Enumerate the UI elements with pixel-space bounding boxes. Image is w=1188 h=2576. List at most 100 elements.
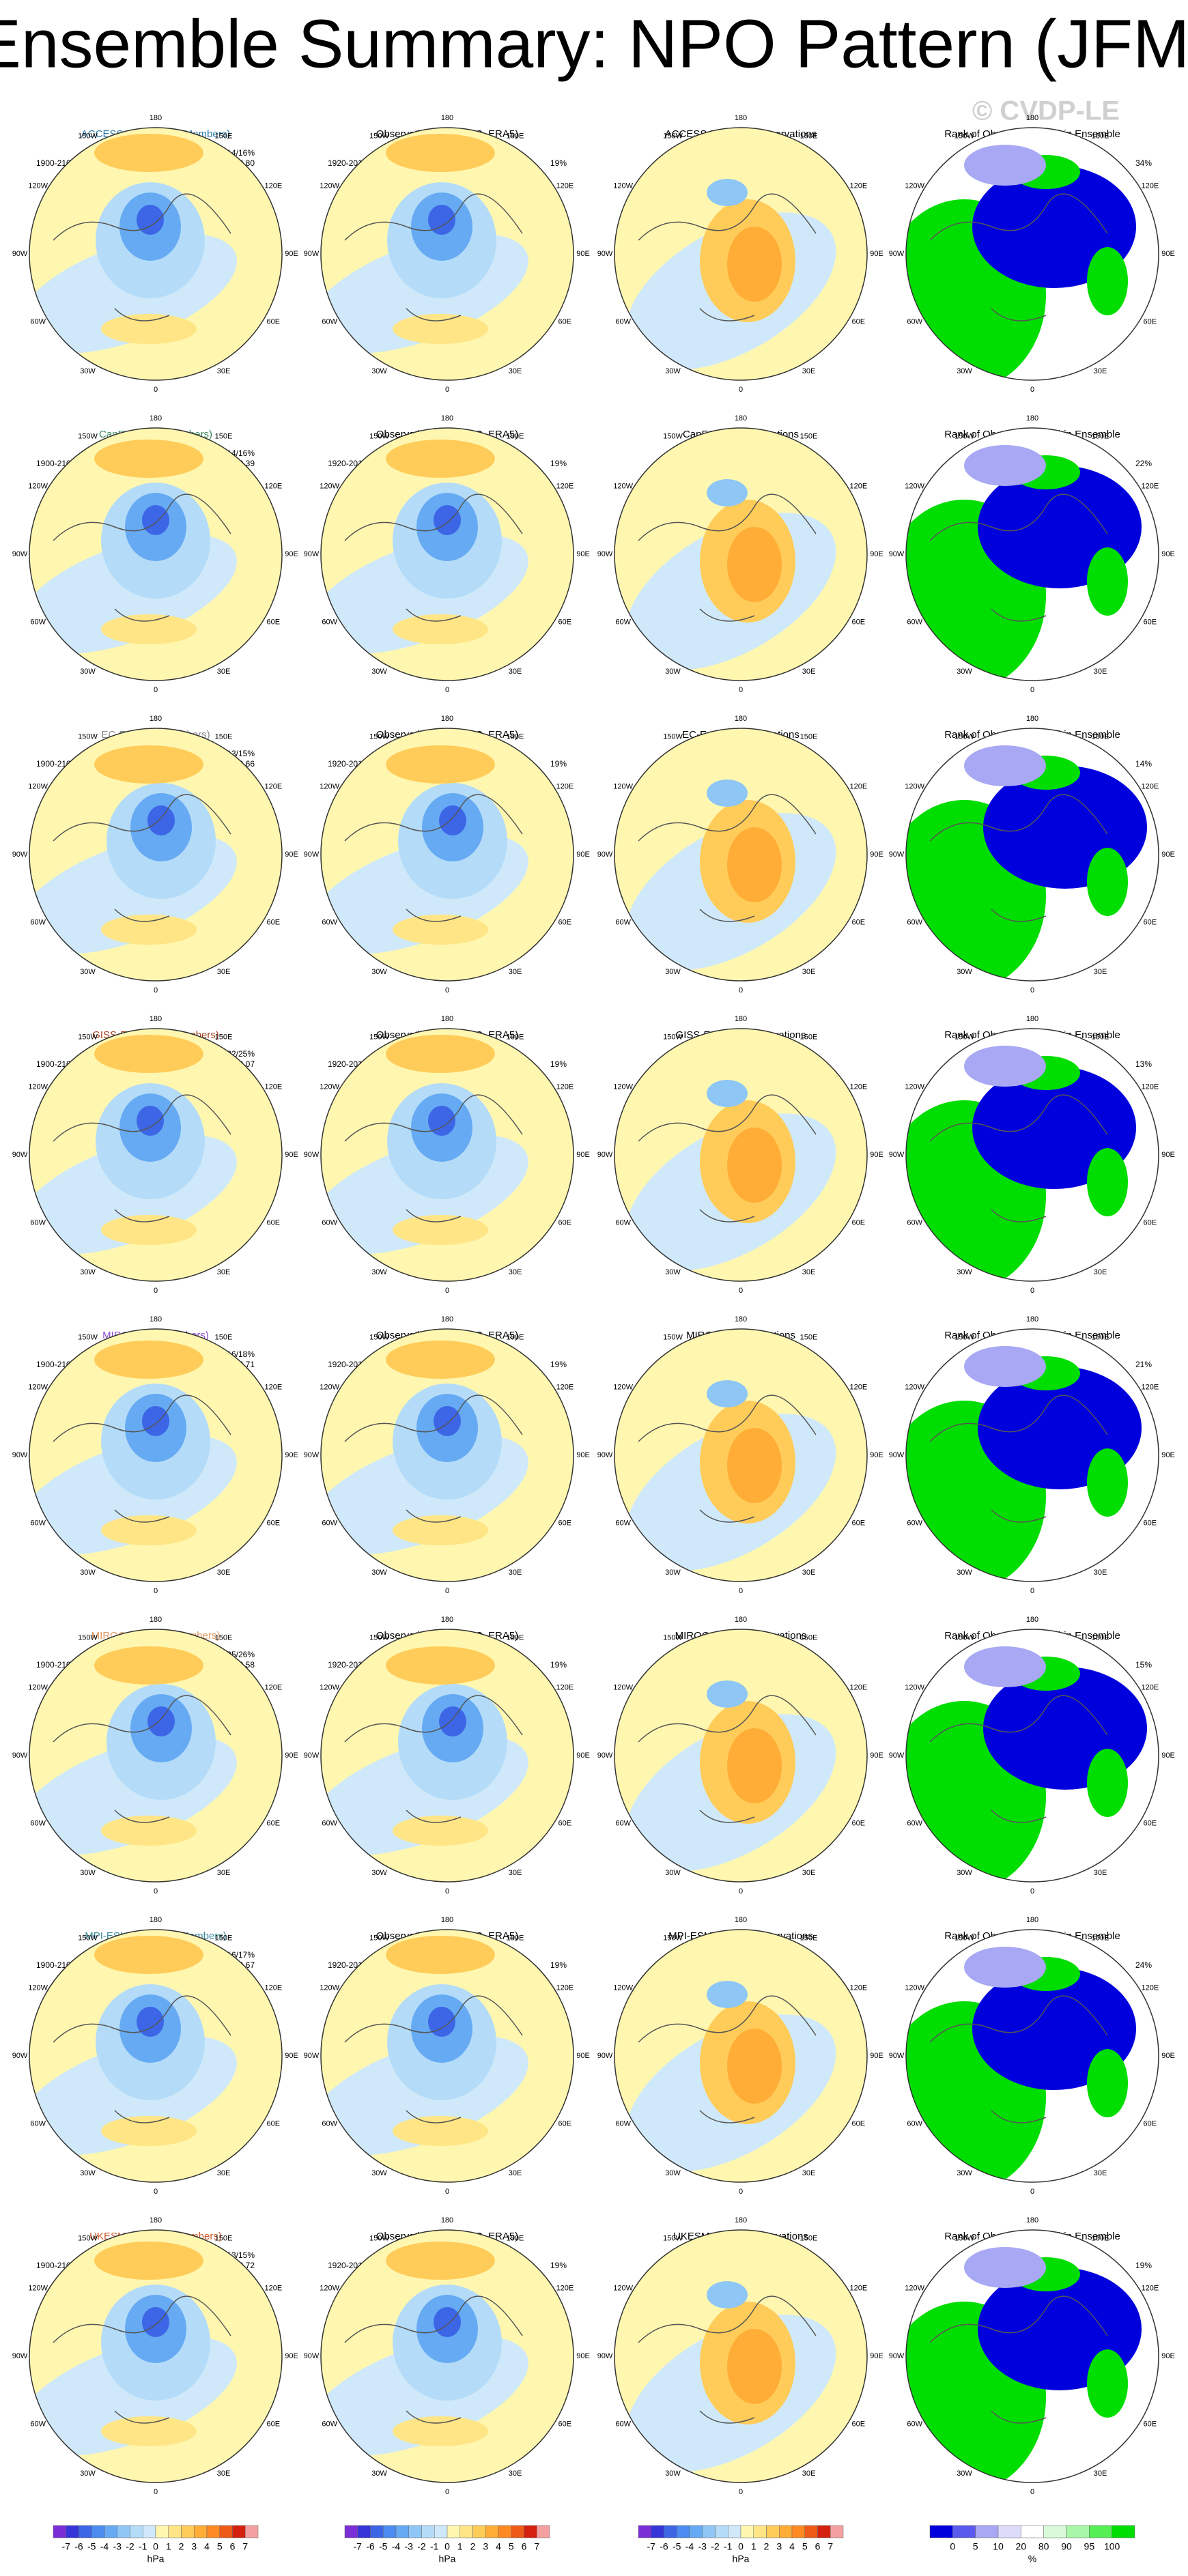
longitude-label: 120E <box>849 1683 867 1691</box>
longitude-label: 0 <box>739 2488 743 2496</box>
longitude-label: 150W <box>369 433 389 441</box>
colorbar-label: 4 <box>204 2541 210 2552</box>
shade <box>393 314 488 344</box>
rank-area <box>1087 1749 1128 1817</box>
longitude-label: 120W <box>320 182 339 190</box>
map <box>906 1329 1159 1582</box>
longitude-label: 60W <box>615 1819 631 1827</box>
colorbar-swatch <box>537 2525 550 2538</box>
longitude-label: 180 <box>150 1315 162 1323</box>
rank-area <box>964 1947 1046 1988</box>
longitude-label: 90W <box>12 250 28 258</box>
rank-area <box>964 1646 1046 1687</box>
colorbar-label: 5 <box>973 2541 978 2552</box>
map-border <box>29 728 283 982</box>
longitude-label: 30E <box>1094 2169 1107 2177</box>
shade <box>434 1406 461 1436</box>
longitude-label: 0 <box>445 1887 449 1895</box>
colorbar-swatch <box>370 2525 384 2538</box>
shade <box>101 2116 197 2146</box>
longitude-label: 60E <box>558 1819 572 1827</box>
longitude-label: 150W <box>663 1634 683 1642</box>
longitude-label: 120E <box>849 182 867 190</box>
longitude-label: 150E <box>800 1634 818 1642</box>
longitude-label: 0 <box>739 1887 743 1895</box>
shade <box>393 614 488 644</box>
coastline <box>929 794 1108 922</box>
map-border <box>614 1629 868 1883</box>
longitude-label: 30E <box>217 668 231 676</box>
longitude-label: 120W <box>905 1683 924 1691</box>
longitude-label: 30E <box>509 367 522 375</box>
rank-area <box>1087 1148 1128 1216</box>
longitude-label: 120E <box>1141 782 1159 790</box>
longitude-label: 30W <box>957 367 972 375</box>
longitude-label: 60W <box>30 2420 46 2428</box>
shade <box>94 1646 203 1685</box>
map <box>29 2230 282 2482</box>
longitude-label: 180 <box>735 1315 747 1323</box>
colorbar-label: 4 <box>496 2541 501 2552</box>
longitude-label: 150E <box>800 1033 818 1042</box>
longitude-label: 180 <box>150 114 162 122</box>
map <box>29 1629 282 1882</box>
longitude-label: 0 <box>154 986 158 994</box>
rank-area <box>964 1046 1046 1087</box>
longitude-label: 90W <box>889 2352 905 2360</box>
longitude-label: 150E <box>215 1934 233 1943</box>
longitude-label: 60W <box>615 317 631 326</box>
longitude-label: 30W <box>371 968 387 976</box>
longitude-label: 30W <box>665 968 681 976</box>
longitude-label: 180 <box>1026 1616 1038 1624</box>
longitude-label: 180 <box>1026 114 1038 122</box>
colorbar-swatch <box>219 2525 233 2538</box>
longitude-label: 60E <box>558 618 572 626</box>
longitude-label: 120E <box>556 2284 574 2292</box>
longitude-label: 180 <box>735 414 747 423</box>
longitude-label: 150E <box>1092 2235 1109 2243</box>
colorbar-swatch <box>791 2525 805 2538</box>
longitude-label: 30E <box>509 2470 522 2478</box>
map <box>614 1329 867 1582</box>
colorbar-label: 5 <box>802 2541 808 2552</box>
colorbar-swatch <box>447 2525 460 2538</box>
longitude-label: 90E <box>1161 1151 1175 1159</box>
longitude-label: 60E <box>267 317 281 326</box>
map-border <box>614 1328 868 1582</box>
colorbar-swatch <box>1089 2525 1112 2538</box>
longitude-label: 30W <box>80 1268 96 1276</box>
longitude-label: 180 <box>1026 1916 1038 1924</box>
longitude-label: 180 <box>1026 414 1038 423</box>
longitude-label: 120W <box>320 1083 339 1091</box>
longitude-label: 60W <box>30 918 46 926</box>
longitude-label: 120E <box>1141 1383 1159 1391</box>
longitude-label: 90W <box>597 550 613 558</box>
colorbar-label: 2 <box>470 2541 476 2552</box>
longitude-label: 90E <box>576 1751 590 1760</box>
longitude-label: 150E <box>800 1934 818 1943</box>
longitude-label: 90W <box>304 1151 320 1159</box>
longitude-label: 0 <box>154 386 158 394</box>
longitude-label: 180 <box>735 1916 747 1924</box>
colorbar-swatch <box>779 2525 793 2538</box>
map-border <box>614 728 868 982</box>
colorbar-swatch <box>485 2525 499 2538</box>
colorbar-unit: hPa <box>733 2553 750 2564</box>
shade <box>727 227 782 302</box>
colorbar-label: 7 <box>828 2541 833 2552</box>
longitude-label: 30E <box>1094 2470 1107 2478</box>
colorbar-swatch <box>766 2525 780 2538</box>
longitude-label: 0 <box>739 986 743 994</box>
longitude-label: 90E <box>576 1451 590 1459</box>
map <box>321 728 574 981</box>
longitude-label: 180 <box>441 2216 453 2224</box>
longitude-label: 150E <box>507 733 524 741</box>
shade <box>101 1816 197 1846</box>
colorbar-label: 0 <box>153 2541 158 2552</box>
map <box>321 1329 574 1582</box>
longitude-label: 90W <box>889 1751 905 1760</box>
longitude-label: 180 <box>1026 2216 1038 2224</box>
longitude-label: 60W <box>30 2119 46 2128</box>
pct: 21% <box>1135 1360 1152 1369</box>
